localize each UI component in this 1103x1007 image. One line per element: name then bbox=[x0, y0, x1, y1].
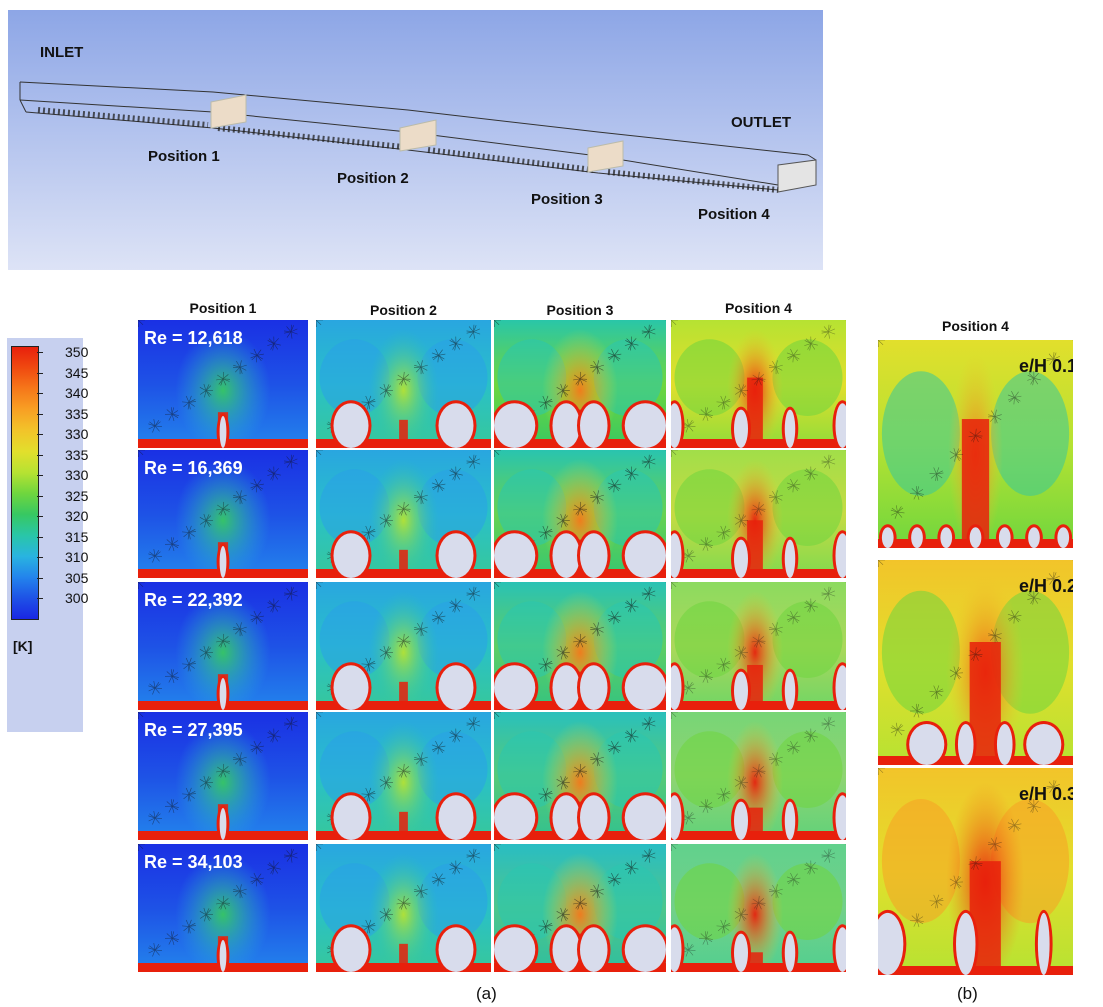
legend-tick-mark bbox=[37, 434, 43, 435]
channel-drawing bbox=[19, 81, 817, 193]
contour-plot bbox=[494, 712, 666, 840]
temperature-legend: 350 345 340 335 330 335 330 325 320 315 310 305 300 … bbox=[7, 338, 88, 732]
legend-tick-mark bbox=[37, 577, 43, 579]
contour-plot bbox=[671, 582, 846, 710]
contour-plot bbox=[316, 582, 491, 710]
contour-plot bbox=[316, 320, 491, 448]
column-header-position-2: Position 2 bbox=[370, 302, 437, 318]
reynolds-label: Re = 12,618 bbox=[144, 328, 243, 348]
contour-plot: Re = 22,392 bbox=[138, 582, 308, 710]
legend-tick: 330 bbox=[65, 467, 89, 483]
contour-plot bbox=[494, 844, 666, 972]
legend-tick: 350 bbox=[65, 344, 89, 360]
legend-tick: 305 bbox=[65, 569, 89, 586]
contour-plot bbox=[494, 582, 666, 710]
position-3-plane bbox=[587, 140, 624, 173]
legend-tick: 340 bbox=[65, 385, 89, 401]
position-2-plane bbox=[399, 119, 437, 152]
contour-plot bbox=[671, 844, 846, 972]
legend-tick-mark bbox=[37, 475, 43, 476]
legend-tick-mark bbox=[37, 393, 43, 394]
legend-tick: 315 bbox=[65, 528, 89, 545]
legend-tick-mark bbox=[37, 372, 43, 374]
position-4-label: Position 4 bbox=[698, 206, 770, 223]
position-3-label: Position 3 bbox=[531, 191, 603, 208]
legend-tick-mark bbox=[37, 495, 43, 497]
contour-plot: e/H 0.1 bbox=[878, 340, 1073, 548]
contour-plot: e/H 0.3 bbox=[878, 768, 1073, 975]
contour-plot bbox=[494, 320, 666, 448]
reynolds-label: Re = 34,103 bbox=[144, 852, 243, 872]
panel-b-header: Position 4 bbox=[942, 318, 1009, 334]
legend-tick: 310 bbox=[65, 549, 89, 565]
contour-plot: Re = 16,369 bbox=[138, 450, 308, 578]
contour-plot: Re = 27,395 bbox=[138, 712, 308, 840]
outlet-label: OUTLET bbox=[731, 114, 791, 131]
contour-plot bbox=[671, 450, 846, 578]
contour-plot bbox=[316, 450, 491, 578]
contour-plot: Re = 12,618 bbox=[138, 320, 308, 448]
contour-plot bbox=[494, 450, 666, 578]
legend-tick: 335 bbox=[65, 446, 89, 463]
contour-plot: e/H 0.2 bbox=[878, 560, 1073, 765]
legend-tick: 320 bbox=[65, 508, 89, 524]
legend-tick-mark bbox=[37, 598, 43, 599]
legend-unit: [K] bbox=[13, 638, 33, 654]
eh-label: e/H 0.1 bbox=[1018, 356, 1073, 376]
position-1-plane bbox=[210, 94, 247, 129]
column-header-position-1: Position 1 bbox=[189, 300, 257, 316]
legend-tick-mark bbox=[37, 557, 43, 558]
contour-plot: Re = 34,103 bbox=[138, 844, 308, 972]
contour-plot bbox=[316, 844, 491, 972]
reynolds-label: Re = 27,395 bbox=[144, 720, 243, 740]
contour-plot bbox=[671, 320, 846, 448]
eh-label: e/H 0.3 bbox=[1018, 784, 1073, 804]
legend-tick-mark bbox=[37, 516, 43, 517]
position-1-label: Position 1 bbox=[148, 148, 220, 165]
contour-plot bbox=[316, 712, 491, 840]
legend-tick-mark bbox=[37, 454, 43, 456]
reynolds-label: Re = 16,369 bbox=[144, 458, 243, 478]
legend-tick: 300 bbox=[65, 590, 89, 606]
column-header-position-4: Position 4 bbox=[725, 300, 792, 316]
legend-tick: 335 bbox=[65, 405, 89, 422]
geometry-panel: INLET OUTLET Position 1 Position 2 Posit… bbox=[8, 10, 823, 270]
legend-tick-mark bbox=[37, 536, 43, 538]
legend-tick-mark bbox=[37, 352, 43, 353]
legend-tick: 330 bbox=[65, 426, 89, 442]
eh-label: e/H 0.2 bbox=[1018, 576, 1073, 596]
position-2-label: Position 2 bbox=[337, 170, 409, 187]
caption-b: (b) bbox=[957, 984, 978, 1003]
legend-tick: 345 bbox=[65, 364, 89, 381]
column-header-position-3: Position 3 bbox=[546, 302, 614, 318]
caption-a: (a) bbox=[476, 984, 497, 1003]
legend-color-bar bbox=[11, 346, 39, 620]
legend-tick: 325 bbox=[65, 487, 89, 504]
legend-tick-mark bbox=[37, 413, 43, 415]
inlet-label: INLET bbox=[40, 44, 84, 61]
contour-plot bbox=[671, 712, 846, 840]
reynolds-label: Re = 22,392 bbox=[144, 590, 243, 610]
